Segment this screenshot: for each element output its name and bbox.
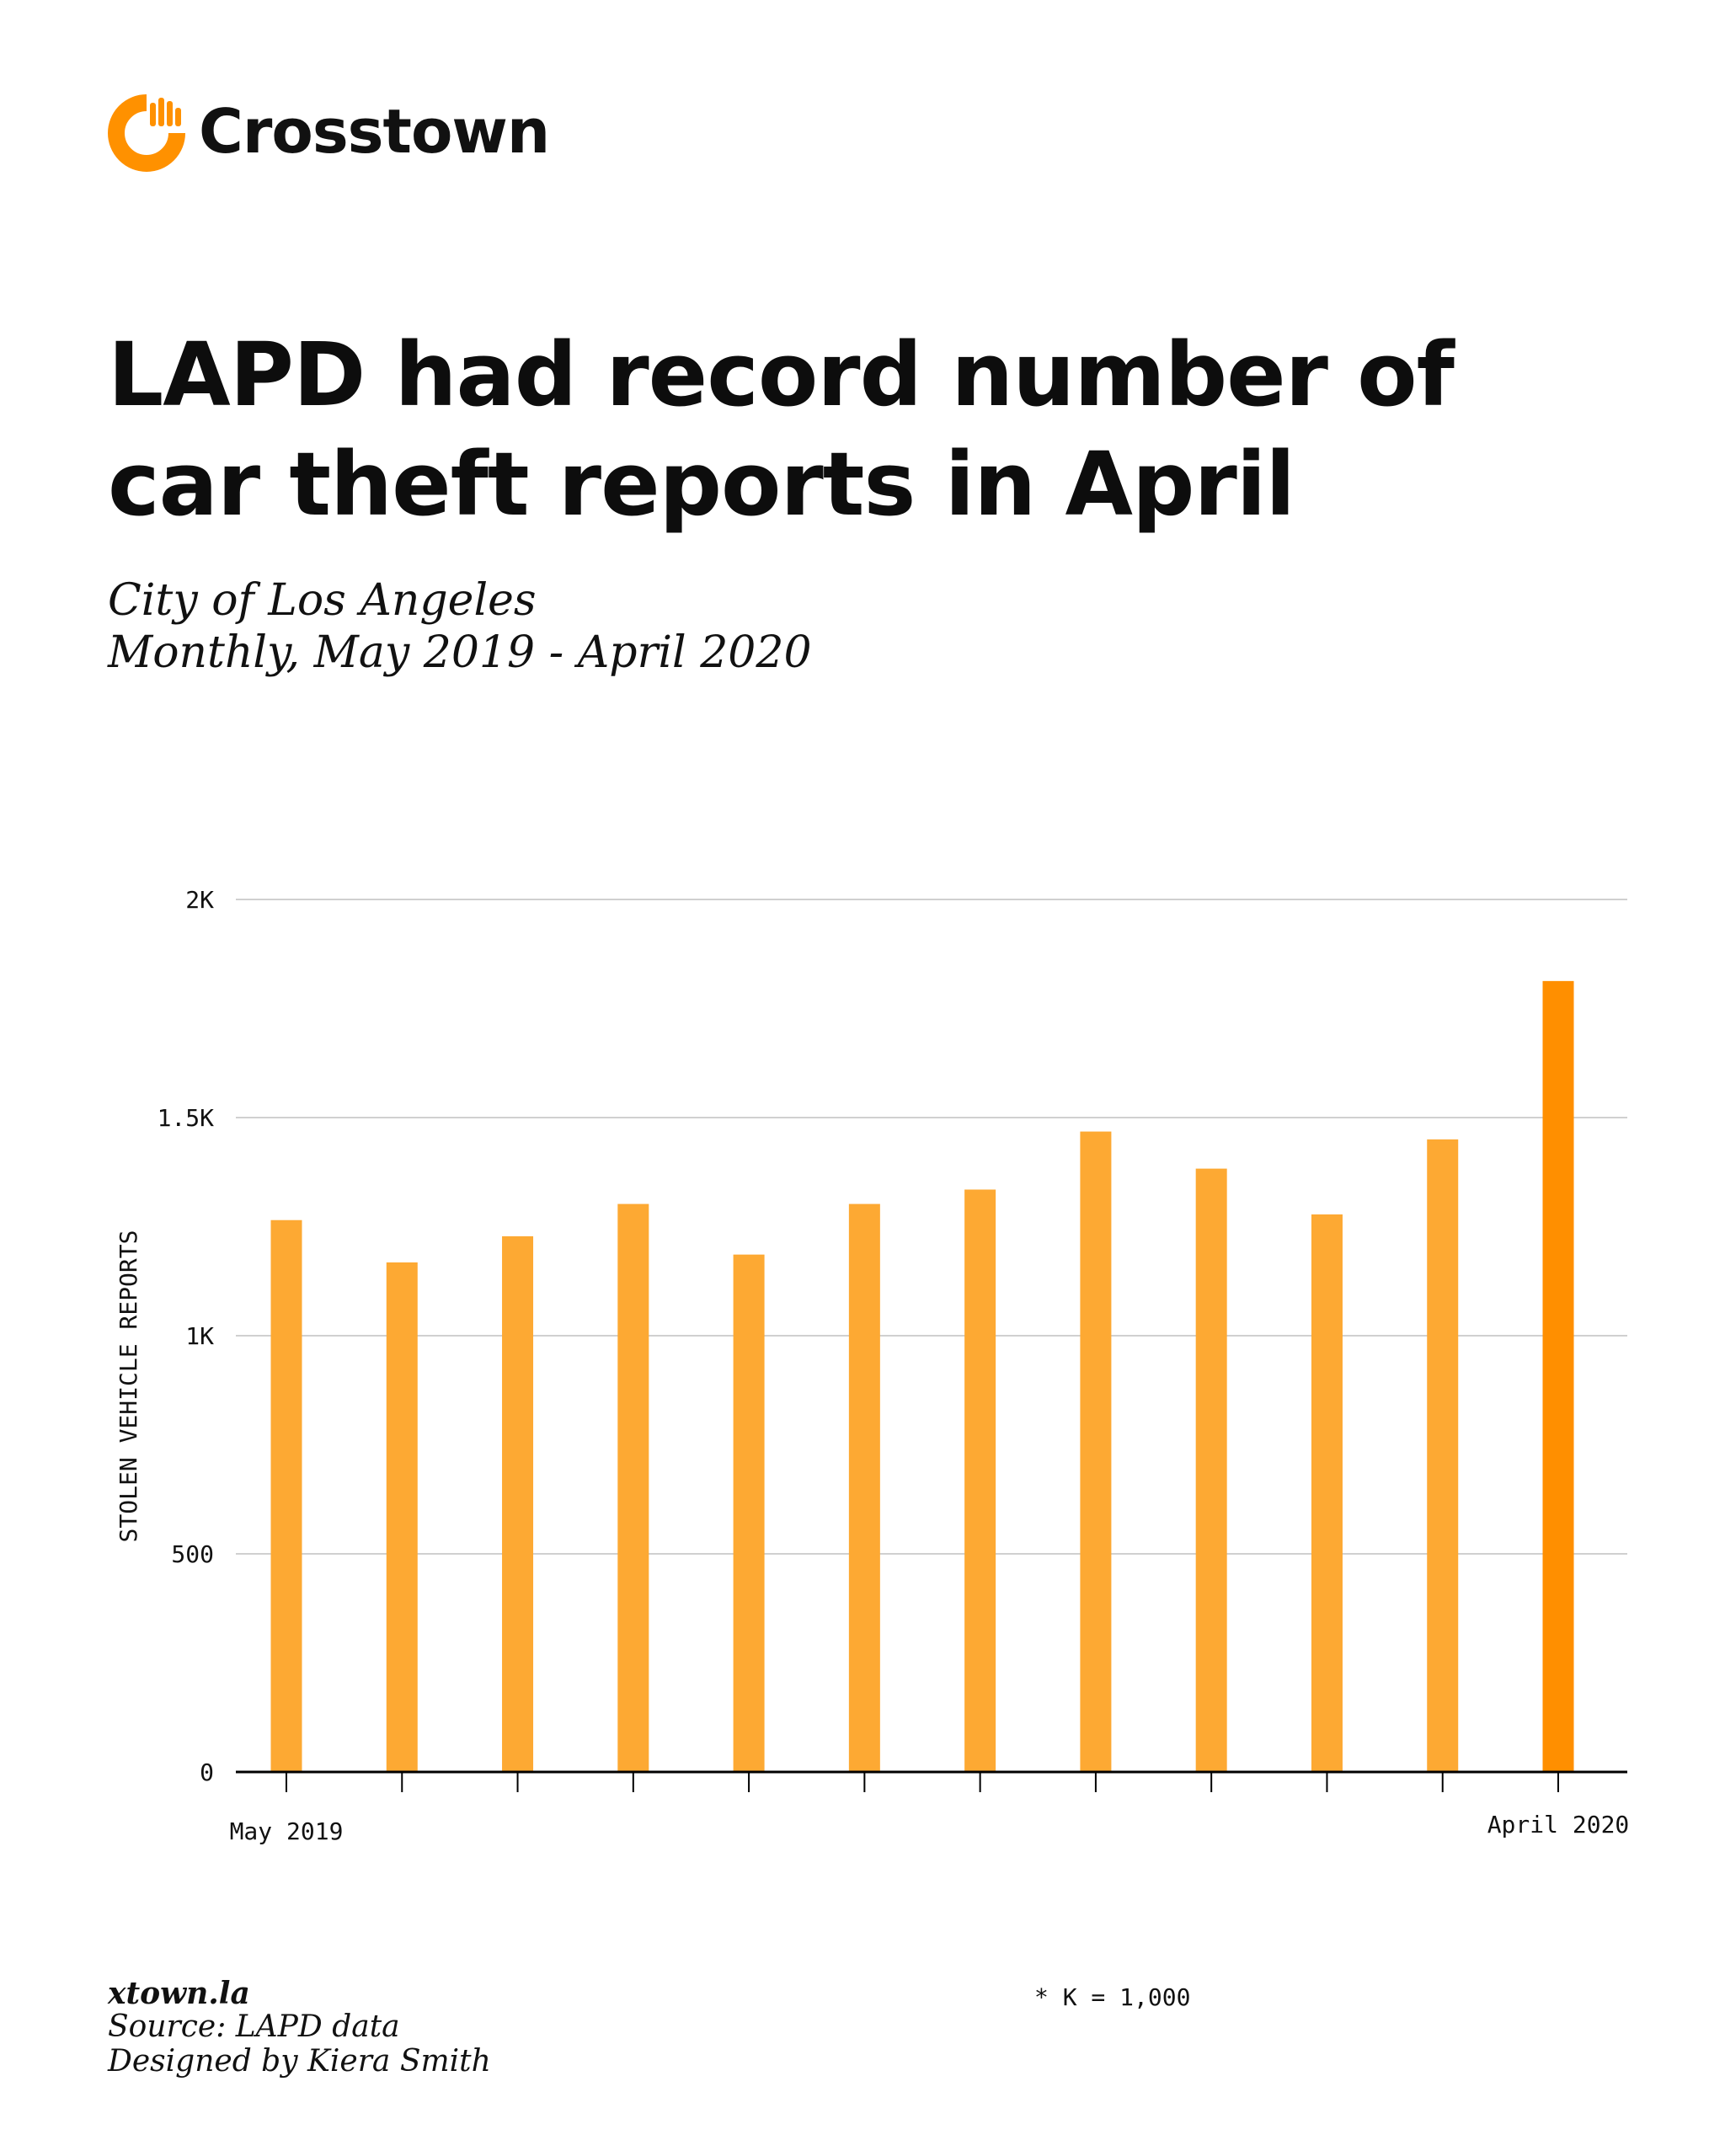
x-axis bbox=[236, 1770, 1627, 1792]
gridlines bbox=[236, 899, 1627, 1555]
x-tick-label-last: April 2020 bbox=[1487, 1811, 1630, 1838]
y-tick-label: 0 bbox=[200, 1758, 214, 1786]
chart-title: LAPD had record number of car theft repo… bbox=[108, 323, 1455, 536]
y-tick-label: 500 bbox=[171, 1540, 214, 1568]
chart-subtitle-location: City of Los Angeles bbox=[108, 575, 537, 626]
footer-source: Source: LAPD data bbox=[108, 2009, 400, 2044]
bar-sep-2019 bbox=[733, 1254, 765, 1772]
bar-mar-2020 bbox=[1427, 1139, 1459, 1772]
bar-nov-2019 bbox=[964, 1189, 996, 1772]
y-axis-title: STOLEN VEHICLE REPORTS bbox=[115, 1230, 142, 1543]
y-tick-label: 2K bbox=[185, 886, 214, 914]
y-tick-label: 1.5K bbox=[158, 1104, 215, 1132]
footer-credit: Designed by Kiera Smith bbox=[108, 2044, 491, 2079]
bars bbox=[270, 980, 1574, 1772]
bar-may-2019 bbox=[270, 1219, 302, 1772]
crosstown-logo-icon bbox=[108, 94, 185, 172]
y-tick-label: 1K bbox=[185, 1322, 214, 1350]
footer-site: xtown.la bbox=[108, 1976, 250, 2011]
chart-subtitle-period: Monthly, May 2019 - April 2020 bbox=[108, 627, 812, 678]
bar-chart: 0 500 1K 1.5K 2K May 2019 April 2020 STOLEN VEH… bbox=[115, 886, 1629, 1845]
axis-labels: 0 500 1K 1.5K 2K May 2019 April 2020 STOLEN VEH… bbox=[115, 886, 1629, 1845]
bar-dec-2019 bbox=[1080, 1131, 1112, 1772]
brand-name: Crosstown bbox=[199, 96, 550, 167]
bar-oct-2019 bbox=[848, 1203, 880, 1772]
bar-jan-2020 bbox=[1195, 1168, 1227, 1772]
bar-april-2020 bbox=[1542, 980, 1574, 1772]
bar-jun-2019 bbox=[386, 1262, 418, 1772]
bar-feb-2020 bbox=[1311, 1214, 1343, 1772]
x-tick-label-first: May 2019 bbox=[230, 1817, 344, 1845]
footnote: * K = 1,000 bbox=[1034, 1983, 1191, 2011]
bar-aug-2019 bbox=[617, 1203, 649, 1772]
bar-jul-2019 bbox=[502, 1235, 534, 1772]
